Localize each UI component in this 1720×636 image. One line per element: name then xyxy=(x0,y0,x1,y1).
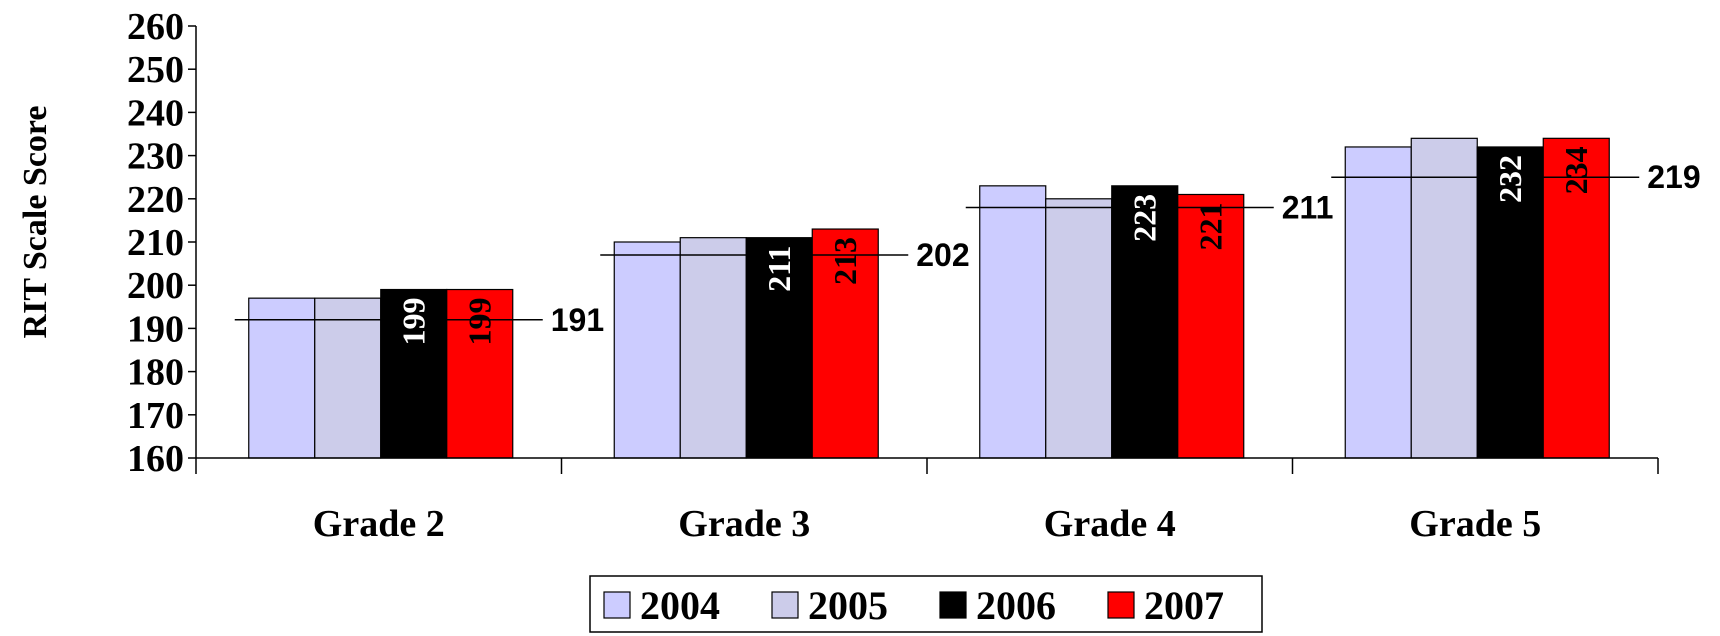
y-tick-label: 220 xyxy=(127,179,184,221)
legend-swatch-2004 xyxy=(603,591,631,619)
x-category-label: Grade 5 xyxy=(1409,503,1541,545)
bar-data-label: 223 xyxy=(1127,194,1163,242)
bar-2006-grade-2 xyxy=(380,288,448,459)
bar-2007-grade-2 xyxy=(446,288,514,459)
y-tick-label: 260 xyxy=(127,6,184,48)
bar-data-label: 211 xyxy=(761,246,797,292)
y-tick-label: 200 xyxy=(127,265,184,307)
legend-label-2006: 2006 xyxy=(976,583,1056,628)
y-tick-label: 180 xyxy=(127,352,184,394)
bar-data-label: 232 xyxy=(1492,155,1528,203)
legend-swatch-2006 xyxy=(939,591,967,619)
bar-data-label: 199 xyxy=(396,298,432,346)
legend-label-2005: 2005 xyxy=(808,583,888,628)
y-tick-label: 250 xyxy=(127,49,184,91)
legend-box xyxy=(589,575,1263,633)
y-tick-label: 170 xyxy=(127,395,184,437)
bar-2005-grade-3 xyxy=(679,237,747,459)
y-tick-label: 240 xyxy=(127,92,184,134)
bar-2006-grade-5 xyxy=(1476,146,1544,459)
bar-2007-grade-4 xyxy=(1177,193,1245,459)
x-category-label: Grade 2 xyxy=(313,503,445,545)
legend-label-2004: 2004 xyxy=(640,583,720,628)
legend-swatch-2007 xyxy=(1107,591,1135,619)
y-axis-label: RIT Scale Score xyxy=(17,106,54,339)
bar-data-label: 234 xyxy=(1558,146,1594,194)
bar-2004-grade-3 xyxy=(613,241,681,459)
x-category-label: Grade 4 xyxy=(1044,503,1176,545)
bar-data-label: 199 xyxy=(462,298,498,346)
y-tick-label: 190 xyxy=(127,308,184,350)
x-category-label: Grade 3 xyxy=(678,503,810,545)
bar-2006-grade-4 xyxy=(1111,185,1179,459)
benchmark-label: 191 xyxy=(551,302,604,338)
bar-2005-grade-4 xyxy=(1045,198,1113,459)
benchmark-label: 211 xyxy=(1282,189,1334,225)
benchmark-label: 202 xyxy=(916,237,969,273)
bar-2005-grade-5 xyxy=(1410,137,1478,459)
bar-2005-grade-2 xyxy=(314,297,382,459)
benchmark-label: 219 xyxy=(1647,159,1700,195)
y-tick-label: 230 xyxy=(127,136,184,178)
y-tick-label: 210 xyxy=(127,222,184,264)
bar-data-label: 221 xyxy=(1193,202,1229,250)
bar-2004-grade-4 xyxy=(979,185,1047,459)
bar-2007-grade-3 xyxy=(811,228,879,459)
bar-2007-grade-5 xyxy=(1542,137,1610,459)
y-tick-label: 160 xyxy=(127,438,184,480)
legend-swatch-2005 xyxy=(771,591,799,619)
bar-2006-grade-3 xyxy=(745,237,813,459)
legend-label-2007: 2007 xyxy=(1144,583,1224,628)
bar-2004-grade-5 xyxy=(1344,146,1412,459)
bar-data-label: 213 xyxy=(827,237,863,285)
bar-2004-grade-2 xyxy=(248,297,316,459)
